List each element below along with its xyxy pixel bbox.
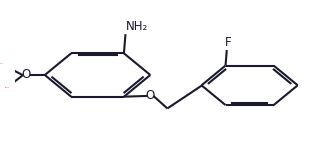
- Text: F: F: [225, 36, 232, 49]
- Text: O: O: [146, 89, 155, 102]
- Text: methyl: methyl: [5, 87, 9, 88]
- Text: methoxy: methoxy: [0, 63, 5, 64]
- Text: O: O: [22, 69, 31, 81]
- Text: NH₂: NH₂: [126, 20, 148, 33]
